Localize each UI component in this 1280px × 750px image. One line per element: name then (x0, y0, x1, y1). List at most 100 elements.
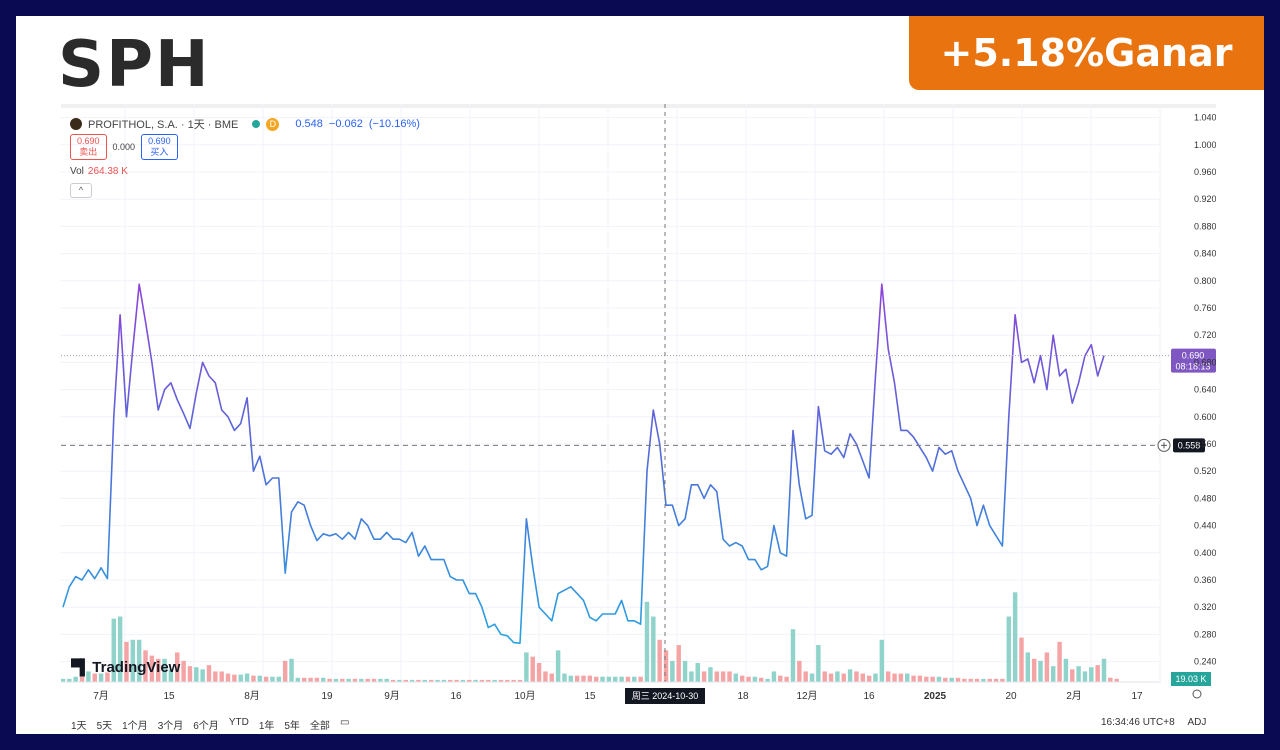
volume-bar (492, 679, 497, 682)
range-button[interactable]: 3个月 (157, 721, 184, 732)
price-tick-label: 0.640 (1194, 385, 1216, 395)
price-tick-label: 0.320 (1194, 602, 1216, 612)
price-tick-label: 0.680 (1194, 357, 1216, 367)
volume-bar (378, 678, 383, 682)
volume-bar (739, 675, 745, 682)
volume-bar (346, 678, 351, 682)
time-tick-label: 18 (737, 691, 749, 702)
volume-bar (943, 677, 948, 682)
volume-bar (733, 673, 739, 682)
price-tick-label: 0.840 (1194, 249, 1216, 259)
volume-bar (587, 675, 593, 682)
volume-bar (200, 669, 205, 682)
sell-button[interactable]: 0.690 卖出 (70, 134, 107, 160)
current-price-label: 0.690 (1182, 351, 1205, 361)
volume-bar (905, 673, 910, 682)
buy-button[interactable]: 0.690 买入 (141, 134, 178, 160)
time-tick-label: 17 (1131, 691, 1143, 702)
volume-bar (1006, 616, 1012, 682)
volume-bar (530, 656, 535, 682)
volume-bar (682, 660, 688, 682)
calendar-icon[interactable]: ▭ (339, 717, 350, 728)
collapse-legend-button[interactable]: ^ (70, 183, 92, 198)
volume-bar (1114, 678, 1119, 682)
volume-bar (289, 658, 294, 682)
volume-bar (371, 678, 377, 682)
volume-bar (111, 618, 117, 682)
volume-bar (619, 676, 624, 682)
volume-bar (314, 677, 320, 682)
tradingview-logo[interactable]: ▀▌ TradingView (71, 659, 180, 676)
volume-bar (213, 671, 218, 682)
time-tick-label: 19 (321, 691, 333, 702)
range-button[interactable]: 1天 (71, 721, 87, 732)
volume-bar (873, 673, 878, 682)
volume-bar (276, 676, 282, 682)
volume-label: Vol (70, 166, 84, 177)
range-button[interactable]: 5年 (284, 721, 300, 732)
symbol-name[interactable]: PROFITHOL, S.A. · 1天 · BME (88, 119, 239, 131)
sell-label: 卖出 (79, 147, 98, 157)
volume-bar (308, 677, 313, 682)
volume-bar (974, 678, 980, 682)
volume-bar (657, 639, 662, 682)
price-series (62, 283, 1105, 645)
volume-bar (428, 679, 434, 682)
volume-bar (752, 676, 758, 682)
volume-tag-label: 19.03 K (1175, 674, 1206, 684)
time-tick-label: 2025 (924, 691, 947, 702)
volume-bar (162, 658, 167, 682)
volume-bar (244, 673, 250, 682)
volume-bar (263, 676, 269, 682)
range-button[interactable]: YTD (228, 717, 249, 728)
volume-bar (606, 676, 612, 682)
volume-bar (1089, 667, 1094, 682)
volume-bar (778, 675, 783, 682)
volume-bar (105, 672, 110, 682)
volume-bar (390, 679, 396, 682)
volume-value: 264.38 K (87, 166, 128, 177)
volume-bar (321, 677, 326, 682)
volume-bar (60, 678, 66, 682)
range-button[interactable]: 5天 (96, 721, 113, 732)
price-tick-label: 0.600 (1194, 412, 1216, 422)
volume-bar (67, 678, 72, 682)
volume-bar (879, 639, 885, 682)
volume-bar (568, 675, 574, 682)
volume-bar (613, 676, 618, 682)
price-tick-label: 0.480 (1194, 493, 1216, 503)
volume-bar (206, 665, 212, 682)
volume-bar (397, 679, 402, 682)
volume-bar (365, 678, 370, 682)
volume-bar (409, 679, 415, 682)
volume-bar (536, 663, 542, 682)
volume-bar (92, 673, 97, 682)
volume-bar (981, 678, 986, 682)
range-button[interactable]: 全部 (309, 721, 330, 732)
price-tick-label: 0.440 (1194, 521, 1216, 531)
price-tick-label: 0.520 (1194, 466, 1216, 476)
price-line (62, 283, 1105, 645)
volume-bar (1070, 669, 1075, 682)
volume-bar (486, 679, 491, 682)
range-button[interactable]: 6个月 (193, 721, 219, 732)
chart-area[interactable]: 0.690 08:18:13 0.558 周三 2024-10-30 19.03 K 1… (60, 104, 1217, 734)
price-tick-label: 0.560 (1194, 439, 1216, 449)
price-tick-label: 0.400 (1194, 548, 1216, 558)
volume-bar (1031, 658, 1037, 682)
volume-bar (949, 677, 954, 682)
range-button[interactable]: 1年 (258, 721, 275, 732)
volume-bar (1108, 677, 1113, 682)
adj-toggle[interactable]: ADJ (1187, 717, 1207, 728)
volume-bar (447, 679, 453, 682)
time-tick-label: 15 (584, 691, 596, 702)
grid (61, 104, 1216, 682)
range-button[interactable]: 1个月 (122, 721, 148, 732)
volume-bar (638, 676, 643, 682)
clock-time[interactable]: 16:34:46 UTC+8 (1101, 717, 1175, 728)
volume-bar (168, 669, 174, 682)
volume-bar (962, 678, 967, 682)
volume-bar (835, 671, 840, 682)
